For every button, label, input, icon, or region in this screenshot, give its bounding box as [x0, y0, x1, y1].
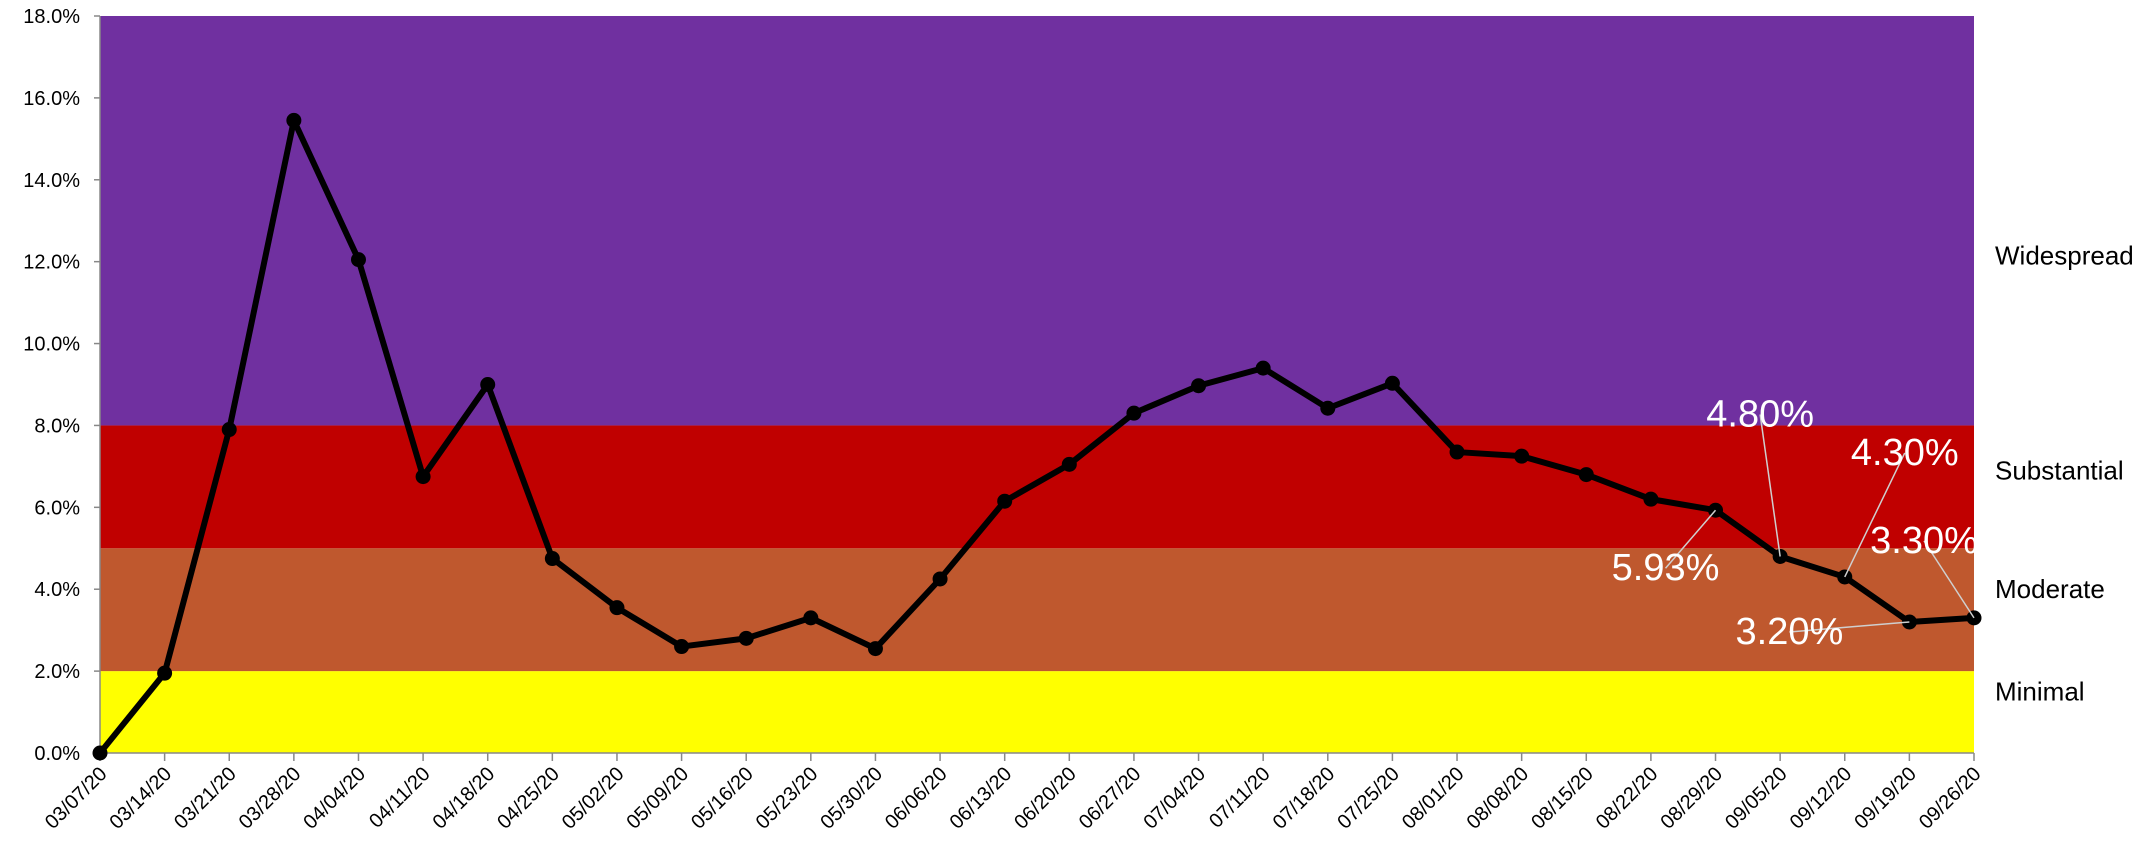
band-labels: Minimal Moderate Substantial Widespread — [1995, 241, 2134, 707]
data-point — [738, 630, 754, 646]
x-tick-label: 08/08/20 — [1463, 763, 1534, 834]
data-point — [1126, 405, 1142, 421]
x-tick-label: 05/30/20 — [816, 763, 887, 834]
axes — [99, 16, 1974, 754]
y-tick-label: 8.0% — [34, 415, 80, 437]
annotation-label: 3.30% — [1870, 520, 1978, 562]
x-tick-label: 09/26/20 — [1915, 763, 1986, 834]
x-axis-ticks: 03/07/2003/14/2003/21/2003/28/2004/04/20… — [41, 753, 1986, 834]
data-point — [997, 493, 1013, 509]
annotations-layer: 5.93% 4.80% 4.30% 3.20% 3.30% — [1612, 393, 1978, 653]
band-minimal — [100, 671, 1974, 753]
band-label-minimal: Minimal — [1995, 677, 2085, 707]
x-tick-label: 03/14/20 — [106, 763, 177, 834]
x-tick-label: 06/20/20 — [1010, 763, 1081, 834]
y-tick-label: 14.0% — [23, 170, 80, 192]
data-point — [609, 600, 625, 616]
y-tick-label: 2.0% — [34, 661, 80, 683]
y-tick-label: 4.0% — [34, 579, 80, 601]
data-point — [1320, 400, 1336, 416]
band-label-substantial: Substantial — [1995, 455, 2124, 485]
x-tick-label: 08/29/20 — [1656, 763, 1727, 834]
data-point — [1449, 444, 1465, 460]
data-point — [1643, 491, 1659, 507]
data-point — [1061, 456, 1077, 472]
y-tick-label: 18.0% — [23, 6, 80, 28]
band-label-widespread: Widespread — [1995, 241, 2134, 271]
data-point — [350, 252, 366, 268]
x-tick-label: 03/07/20 — [41, 763, 112, 834]
x-tick-label: 07/18/20 — [1269, 763, 1340, 834]
x-tick-label: 06/27/20 — [1075, 763, 1146, 834]
series-line — [97, 117, 1975, 755]
x-tick-label: 07/25/20 — [1333, 763, 1404, 834]
annotation-label: 4.30% — [1851, 432, 1959, 474]
x-tick-label: 08/22/20 — [1592, 763, 1663, 834]
data-point — [1255, 360, 1271, 376]
x-tick-label: 06/13/20 — [946, 763, 1017, 834]
data-point — [157, 665, 173, 681]
y-tick-label: 10.0% — [23, 334, 80, 356]
y-tick-label: 12.0% — [23, 252, 80, 274]
x-tick-label: 09/05/20 — [1721, 763, 1792, 834]
x-tick-label: 03/21/20 — [170, 763, 241, 834]
data-point — [286, 112, 302, 128]
y-tick-label: 0.0% — [34, 743, 80, 765]
annotation-label: 4.80% — [1706, 393, 1814, 435]
annotation-leader — [1664, 509, 1717, 569]
annotation-leader — [1923, 540, 1975, 619]
x-tick-label: 08/15/20 — [1527, 763, 1598, 834]
data-point — [92, 745, 108, 761]
y-tick-label: 6.0% — [34, 497, 80, 519]
x-tick-label: 03/28/20 — [235, 763, 306, 834]
annotation-leader — [1844, 452, 1906, 578]
band-substantial — [100, 425, 1974, 549]
series-layer — [92, 112, 1982, 761]
data-point — [221, 422, 237, 438]
x-tick-label: 05/23/20 — [752, 763, 823, 834]
annotation-leader — [1789, 621, 1910, 633]
annotation-label: 5.93% — [1612, 547, 1720, 589]
y-tick-label: 16.0% — [23, 88, 80, 110]
data-point — [544, 551, 560, 567]
severity-bands — [100, 16, 1974, 753]
band-widespread — [100, 16, 1974, 426]
annotation-leader — [1759, 414, 1781, 557]
data-point — [1578, 467, 1594, 483]
x-tick-label: 05/09/20 — [623, 763, 694, 834]
x-tick-label: 09/12/20 — [1786, 763, 1857, 834]
x-tick-label: 07/11/20 — [1205, 763, 1275, 833]
band-label-moderate: Moderate — [1995, 574, 2105, 604]
annotation-label: 3.20% — [1736, 611, 1844, 653]
data-point — [932, 571, 948, 587]
x-tick-label: 08/01/20 — [1398, 763, 1469, 834]
x-tick-label: 07/04/20 — [1139, 763, 1210, 834]
data-point — [1191, 378, 1207, 394]
x-tick-label: 04/25/20 — [493, 763, 564, 834]
x-tick-label: 05/02/20 — [558, 763, 629, 834]
data-point — [803, 610, 819, 626]
data-point — [1514, 448, 1530, 464]
data-point — [867, 641, 883, 657]
band-moderate — [100, 548, 1974, 672]
y-axis-ticks: 0.0% 2.0% 4.0% 6.0% 8.0% 10.0% 12.0% 14.0% 16.0%… — [23, 6, 100, 765]
data-point — [480, 377, 496, 392]
x-tick-label: 06/06/20 — [881, 763, 952, 834]
x-tick-label: 09/19/20 — [1850, 763, 1921, 834]
x-tick-label: 05/16/20 — [687, 763, 758, 834]
x-tick-label: 04/18/20 — [429, 763, 500, 834]
x-tick-label: 04/11/20 — [365, 763, 435, 833]
x-tick-label: 04/04/20 — [299, 763, 370, 834]
data-point — [415, 469, 431, 485]
data-point — [1384, 375, 1400, 391]
data-point — [674, 639, 690, 655]
